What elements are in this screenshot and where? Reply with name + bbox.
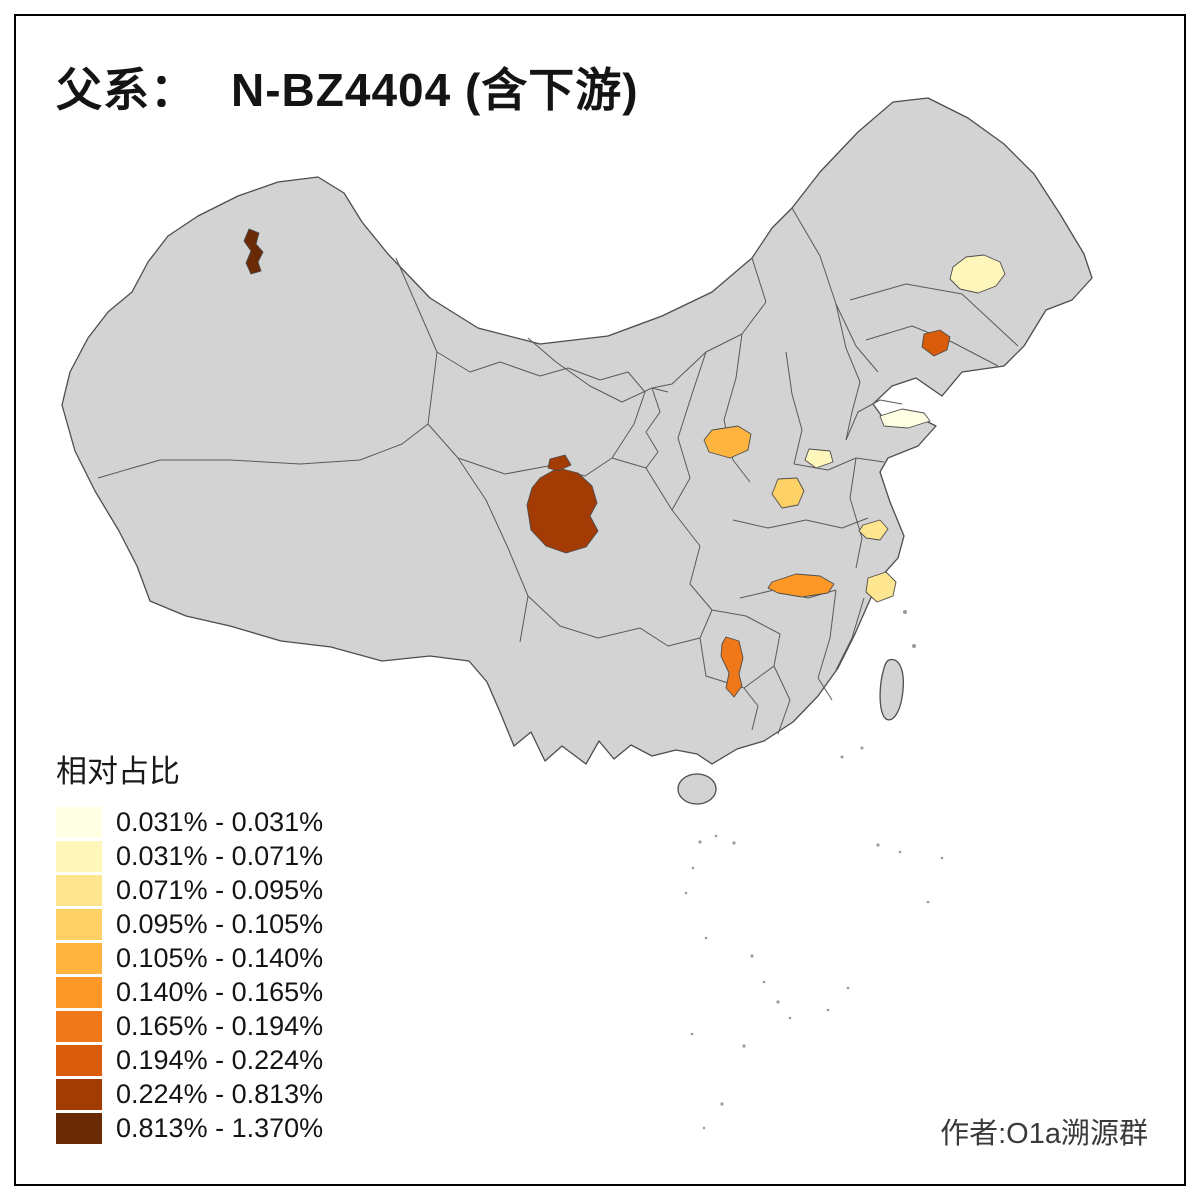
legend-label: 0.813% - 1.370%	[116, 1113, 324, 1143]
author-credit: 作者:O1a溯源群	[940, 1118, 1148, 1150]
legend-label: 0.071% - 0.095%	[116, 875, 324, 905]
legend-title: 相对占比	[56, 754, 180, 789]
legend-label: 0.105% - 0.140%	[116, 943, 324, 973]
legend-row: 0.165% - 0.194%	[56, 1011, 323, 1042]
page-title: 父系： N-BZ4404 (含下游)	[56, 54, 639, 120]
mainland	[61, 97, 1093, 765]
legend: 相对占比 0.031% - 0.031% 0.031% - 0.071% 0.0…	[56, 746, 323, 1147]
legend-swatch	[56, 943, 102, 974]
legend-items: 0.031% - 0.031% 0.031% - 0.071% 0.071% -…	[56, 807, 323, 1144]
legend-row: 0.095% - 0.105%	[56, 909, 323, 940]
legend-swatch	[56, 1045, 102, 1076]
legend-swatch	[56, 1079, 102, 1110]
legend-row: 0.140% - 0.165%	[56, 977, 323, 1008]
mainland-outline	[61, 97, 1093, 765]
legend-swatch	[56, 875, 102, 906]
region-heilongjiang	[949, 254, 1006, 294]
title-prefix: 父系：	[56, 65, 197, 116]
highlight-regions	[243, 228, 1006, 698]
islands	[677, 610, 944, 1130]
legend-row: 0.031% - 0.071%	[56, 841, 323, 872]
legend-swatch	[56, 807, 102, 838]
region-shanxi-south	[703, 425, 752, 459]
legend-label: 0.224% - 0.813%	[116, 1079, 324, 1109]
legend-label: 0.095% - 0.105%	[116, 909, 324, 939]
legend-row: 0.224% - 0.813%	[56, 1079, 323, 1110]
legend-swatch	[56, 1113, 102, 1144]
region-henan-north	[804, 448, 834, 469]
legend-row: 0.813% - 1.370%	[56, 1113, 323, 1144]
legend-swatch	[56, 841, 102, 872]
region-hunan-northeast	[767, 573, 835, 598]
region-zhejiang	[865, 571, 897, 603]
legend-label: 0.165% - 0.194%	[116, 1011, 324, 1041]
legend-row: 0.194% - 0.224%	[56, 1045, 323, 1076]
region-guizhou	[720, 636, 744, 698]
legend-swatch	[56, 1011, 102, 1042]
hainan-island	[677, 773, 717, 805]
region-sichuan-west	[526, 467, 599, 554]
sea-islands	[684, 610, 944, 1130]
region-henan-center	[771, 477, 805, 509]
legend-row: 0.071% - 0.095%	[56, 875, 323, 906]
title-haplogroup: N-BZ4404 (含下游)	[231, 64, 639, 116]
legend-label: 0.140% - 0.165%	[116, 977, 324, 1007]
region-liaoning	[921, 329, 951, 357]
region-xinjiang-north	[243, 228, 264, 275]
legend-label: 0.031% - 0.071%	[116, 841, 324, 871]
taiwan-island	[879, 658, 904, 721]
region-anhui	[858, 519, 889, 541]
legend-row: 0.105% - 0.140%	[56, 943, 323, 974]
legend-swatch	[56, 909, 102, 940]
legend-swatch	[56, 977, 102, 1008]
region-shandong-peninsula	[879, 408, 931, 429]
legend-label: 0.031% - 0.031%	[116, 807, 324, 837]
legend-label: 0.194% - 0.224%	[116, 1045, 324, 1075]
legend-row: 0.031% - 0.031%	[56, 807, 323, 838]
region-sichuan-west-lobe	[547, 454, 572, 472]
